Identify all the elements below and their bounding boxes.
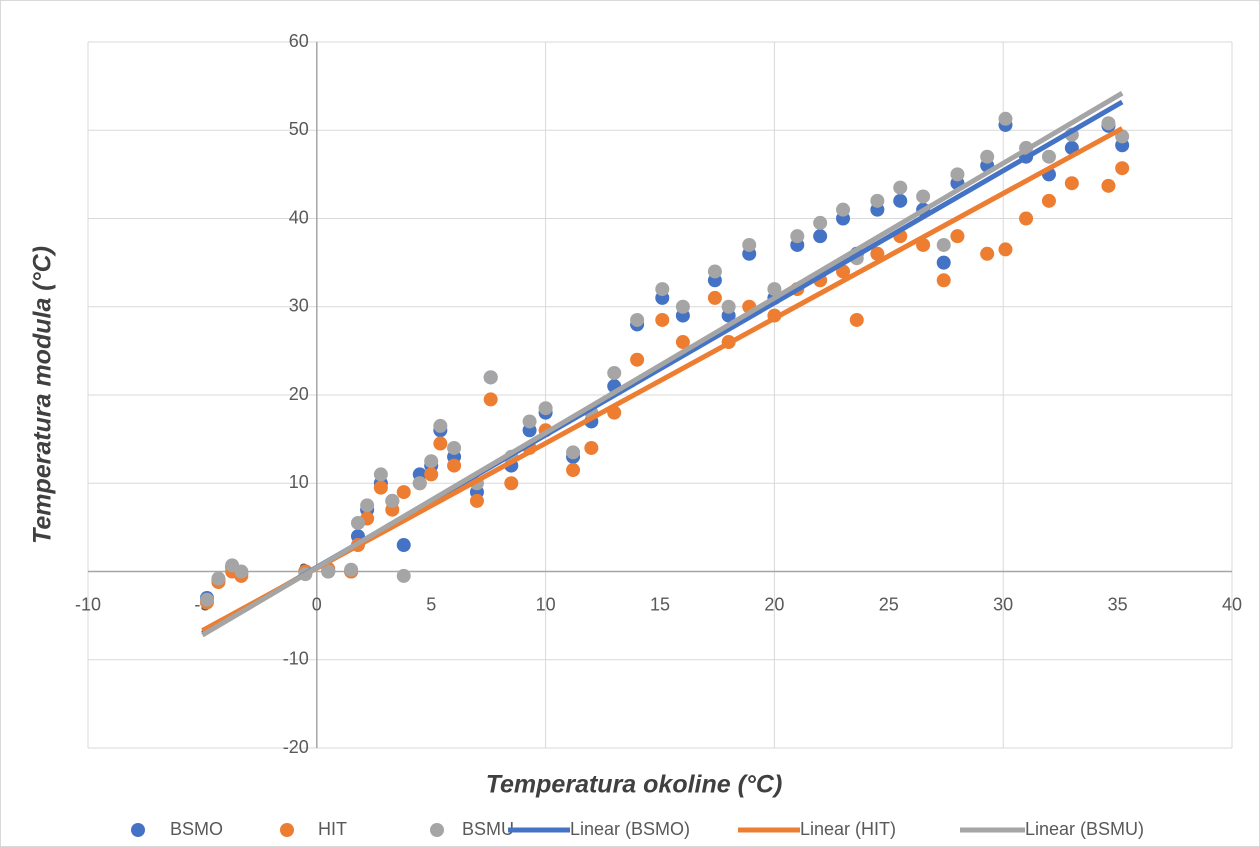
point: [350, 515, 365, 530]
point: [412, 476, 427, 491]
y-tick-label: 30: [289, 296, 309, 316]
x-tick-label: 40: [1222, 594, 1242, 614]
point: [433, 436, 448, 451]
point: [980, 149, 995, 164]
point: [675, 335, 690, 350]
y-tick-label: 60: [289, 31, 309, 51]
point: [1019, 211, 1034, 226]
point: [199, 592, 214, 607]
point: [813, 215, 828, 230]
point: [1115, 161, 1130, 176]
point: [344, 562, 359, 577]
point: [447, 458, 462, 473]
y-tick-label: 50: [289, 119, 309, 139]
point: [742, 237, 757, 252]
x-axis-title: Temperatura okoline (°C): [486, 771, 783, 799]
x-tick-label: 20: [764, 594, 784, 614]
point: [385, 493, 400, 508]
point: [916, 189, 931, 204]
point: [950, 167, 965, 182]
point: [1041, 193, 1056, 208]
point: [836, 202, 851, 217]
point: [424, 454, 439, 469]
legend-label: BSMU: [462, 819, 514, 839]
point: [707, 264, 722, 279]
point: [566, 463, 581, 478]
legend-label: Linear (HIT): [800, 819, 896, 839]
y-tick-label: -10: [283, 649, 309, 669]
y-tick-label: -20: [283, 737, 309, 757]
x-tick-label: 30: [993, 594, 1013, 614]
y-tick-label: 40: [289, 207, 309, 227]
point: [849, 312, 864, 327]
x-tick-label: -10: [75, 594, 101, 614]
point: [433, 418, 448, 433]
point: [707, 290, 722, 305]
point: [360, 498, 375, 513]
point: [655, 282, 670, 297]
point: [1101, 178, 1116, 193]
point: [483, 392, 498, 407]
point: [211, 571, 226, 586]
point: [675, 299, 690, 314]
x-tick-label: 5: [426, 594, 436, 614]
legend-marker: [280, 823, 294, 837]
point: [566, 445, 581, 460]
point: [767, 282, 782, 297]
point: [655, 312, 670, 327]
point: [504, 476, 519, 491]
point: [630, 312, 645, 327]
point: [424, 467, 439, 482]
legend-label: BSMO: [170, 819, 223, 839]
x-tick-label: 35: [1108, 594, 1128, 614]
legend-label: HIT: [318, 819, 347, 839]
point: [607, 365, 622, 380]
point: [936, 255, 951, 270]
point: [790, 229, 805, 244]
point: [538, 401, 553, 416]
point: [998, 242, 1013, 257]
y-tick-label: 10: [289, 472, 309, 492]
point: [980, 246, 995, 261]
point: [234, 564, 249, 579]
point: [373, 467, 388, 482]
point: [870, 246, 885, 261]
point: [950, 229, 965, 244]
legend-marker: [131, 823, 145, 837]
legend-marker: [430, 823, 444, 837]
legend-label: Linear (BSMU): [1025, 819, 1144, 839]
y-axis-title: Temperatura modula (°C): [29, 246, 57, 544]
point: [373, 480, 388, 495]
point: [1041, 149, 1056, 164]
point: [584, 440, 599, 455]
point: [936, 237, 951, 252]
point: [936, 273, 951, 288]
y-tick-label: 20: [289, 384, 309, 404]
point: [1101, 116, 1116, 131]
x-tick-label: 0: [312, 594, 322, 614]
legend-label: Linear (BSMO): [570, 819, 690, 839]
point: [483, 370, 498, 385]
point: [396, 485, 411, 500]
point: [469, 493, 484, 508]
point: [870, 193, 885, 208]
point: [396, 538, 411, 553]
point: [813, 229, 828, 244]
point: [396, 568, 411, 583]
x-tick-label: 25: [879, 594, 899, 614]
point: [1064, 176, 1079, 191]
point: [893, 193, 908, 208]
point: [522, 414, 537, 429]
x-tick-label: 15: [650, 594, 670, 614]
x-tick-label: 10: [536, 594, 556, 614]
point: [630, 352, 645, 367]
trend-line: [201, 91, 1124, 638]
point: [321, 564, 336, 579]
point: [893, 180, 908, 195]
point: [998, 111, 1013, 126]
point: [447, 440, 462, 455]
point: [721, 299, 736, 314]
